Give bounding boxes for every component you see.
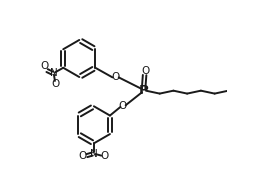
Text: O: O	[119, 101, 127, 111]
Text: O: O	[51, 79, 59, 89]
Text: O: O	[79, 151, 87, 161]
Text: O: O	[101, 151, 109, 161]
Text: N: N	[90, 149, 98, 159]
Text: N: N	[50, 68, 58, 78]
Text: O: O	[40, 61, 48, 71]
Text: O: O	[111, 72, 120, 82]
Text: P: P	[139, 84, 149, 97]
Text: O: O	[141, 66, 150, 76]
